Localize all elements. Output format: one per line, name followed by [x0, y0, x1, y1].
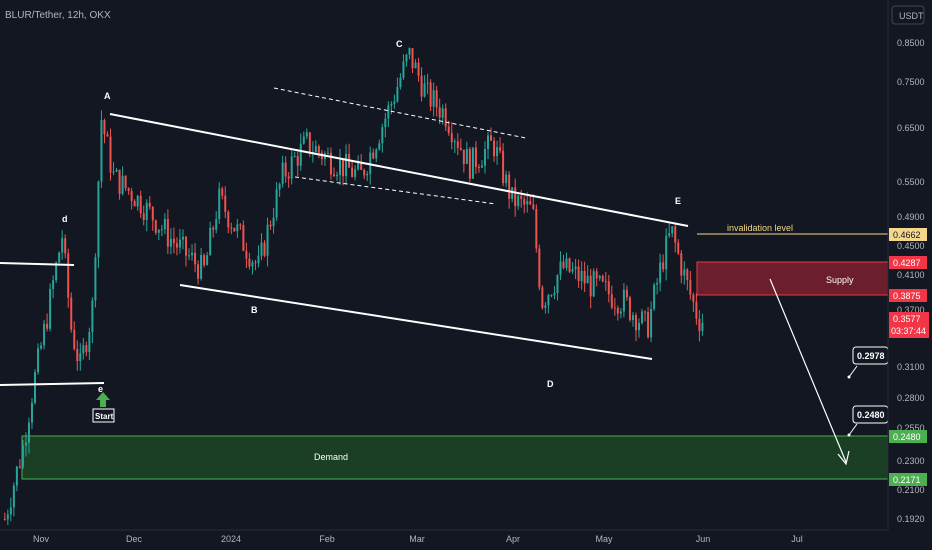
wave-label-a: A — [104, 91, 111, 101]
candle — [155, 219, 157, 235]
candle — [653, 283, 655, 311]
candle — [100, 110, 102, 187]
price-tag-current-text: 0.3577 — [893, 314, 921, 324]
price-tag-demand-bottom-text: 0.2171 — [893, 475, 921, 485]
x-tick-label: Nov — [33, 534, 50, 544]
y-tick-label: 0.6500 — [897, 123, 925, 133]
x-tick-label: May — [595, 534, 613, 544]
wave-label-d: D — [547, 379, 554, 389]
price-tag-demand-top-text: 0.2480 — [893, 432, 921, 442]
y-tick-label: 0.4100 — [897, 270, 925, 280]
price-tag-supply-bottom-text: 0.3875 — [893, 291, 921, 301]
wave-label-c: C — [396, 39, 403, 49]
demand-zone-label: Demand — [314, 452, 348, 462]
supply-zone-label: Supply — [826, 275, 854, 285]
y-tick-label: 0.1920 — [897, 514, 925, 524]
countdown-text: 03:37:44 — [891, 326, 926, 336]
candle — [430, 79, 432, 111]
start-label: Start — [95, 412, 114, 421]
candle — [58, 252, 60, 264]
symbol-title[interactable]: BLUR/Tether, 12h, OKX — [5, 10, 111, 21]
candle — [593, 268, 595, 297]
wave-label-small-d: d — [62, 214, 68, 224]
candle — [264, 240, 266, 257]
x-tick-label: Jul — [791, 534, 803, 544]
candle — [94, 253, 96, 307]
x-tick-label: 2024 — [221, 534, 241, 544]
candle — [43, 320, 45, 350]
candle — [541, 285, 543, 309]
y-tick-label: 0.4500 — [897, 241, 925, 251]
demand-zone: Demand — [22, 436, 888, 479]
x-tick-label: Apr — [506, 534, 520, 544]
candle — [70, 292, 72, 332]
candle — [538, 245, 540, 291]
wave-label-small-e: e — [98, 384, 103, 394]
x-tick-label: Feb — [319, 534, 335, 544]
candle — [535, 204, 537, 252]
currency-button-label[interactable]: USDT — [899, 11, 924, 21]
candle — [97, 181, 99, 269]
callout-0-2978-text: 0.2978 — [857, 351, 885, 361]
candle — [629, 296, 631, 322]
y-tick-label: 0.4900 — [897, 212, 925, 222]
candle — [569, 258, 571, 274]
invalidation-label: invalidation level — [727, 223, 793, 233]
callout-0-2480-text: 0.2480 — [857, 410, 885, 420]
y-tick-label: 0.2800 — [897, 393, 925, 403]
price-tag-invalidation-text: 0.4662 — [893, 230, 921, 240]
y-tick-label: 0.2100 — [897, 485, 925, 495]
y-tick-label: 0.3100 — [897, 362, 925, 372]
y-tick-label: 0.8500 — [897, 38, 925, 48]
y-tick-label: 0.5500 — [897, 177, 925, 187]
y-tick-label: 0.2300 — [897, 456, 925, 466]
wave-label-e: E — [675, 196, 681, 206]
x-tick-label: Mar — [409, 534, 425, 544]
candle — [469, 147, 471, 182]
supply-zone: Supply — [697, 262, 888, 295]
x-tick-label: Jun — [696, 534, 711, 544]
wave-label-b: B — [251, 305, 258, 315]
x-tick-label: Dec — [126, 534, 143, 544]
candle — [472, 147, 474, 179]
candle — [34, 369, 36, 404]
y-tick-label: 0.7500 — [897, 77, 925, 87]
candle — [49, 283, 51, 331]
price-tag-supply-top-text: 0.4287 — [893, 258, 921, 268]
